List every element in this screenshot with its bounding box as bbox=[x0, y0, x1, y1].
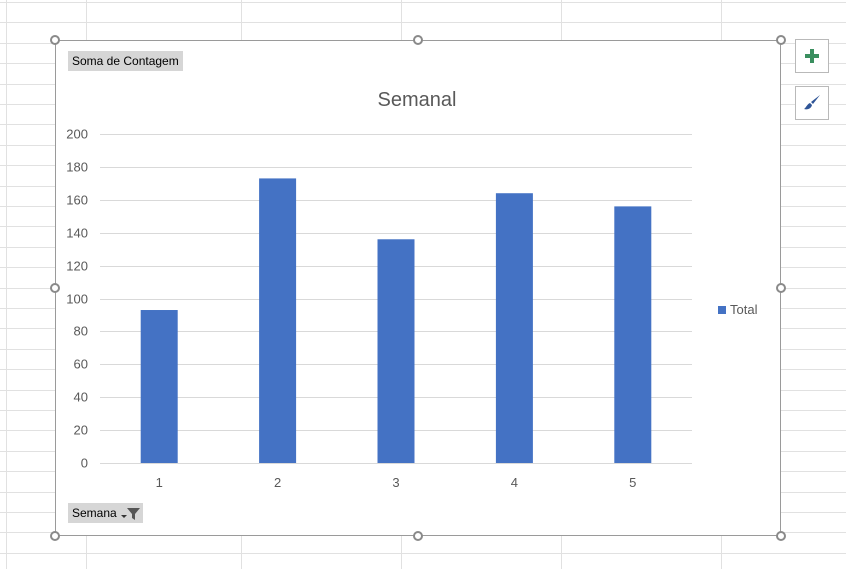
resize-handle-top[interactable] bbox=[413, 35, 423, 45]
y-tick-label: 60 bbox=[74, 357, 88, 372]
legend-swatch bbox=[718, 306, 726, 314]
y-tick-label: 100 bbox=[66, 292, 88, 307]
legend[interactable]: Total bbox=[718, 302, 758, 317]
bar-week-3[interactable] bbox=[377, 239, 415, 463]
x-tick-label: 2 bbox=[274, 475, 281, 490]
y-tick-label: 120 bbox=[66, 259, 88, 274]
resize-handle-bottom-left[interactable] bbox=[50, 531, 60, 541]
y-tick-label: 140 bbox=[66, 226, 88, 241]
bar-week-5[interactable] bbox=[614, 206, 652, 463]
filter-dropdown-icon[interactable] bbox=[117, 503, 143, 523]
resize-handle-bottom[interactable] bbox=[413, 531, 423, 541]
x-tick-label: 3 bbox=[392, 475, 399, 490]
axis-field-label: Semana bbox=[72, 506, 117, 520]
chart-plot: Semanal 0 20 40 60 80 100 120 140 160 180 200 1 2 3 4… bbox=[66, 89, 758, 490]
y-tick-label: 40 bbox=[74, 390, 88, 405]
x-tick-label: 4 bbox=[511, 475, 518, 490]
y-tick-label: 0 bbox=[81, 456, 88, 471]
y-tick-label: 20 bbox=[74, 423, 88, 438]
chart-area[interactable]: Semanal 0 20 40 60 80 100 120 140 160 180 200 1 2 3 4… bbox=[55, 40, 781, 536]
y-tick-label: 80 bbox=[74, 324, 88, 339]
chart-styles-button[interactable] bbox=[795, 86, 829, 120]
bar-week-1[interactable] bbox=[140, 310, 178, 463]
legend-label-total: Total bbox=[730, 302, 758, 317]
resize-handle-bottom-right[interactable] bbox=[776, 531, 786, 541]
y-tick-label: 200 bbox=[66, 127, 88, 142]
resize-handle-right[interactable] bbox=[776, 283, 786, 293]
bar-week-4[interactable] bbox=[495, 193, 533, 463]
axis-field-button[interactable]: Semana bbox=[68, 503, 143, 523]
y-tick-label: 180 bbox=[66, 160, 88, 175]
paintbrush-icon bbox=[804, 95, 820, 110]
chart-title[interactable]: Semanal bbox=[378, 89, 457, 111]
resize-handle-top-left[interactable] bbox=[50, 35, 60, 45]
resize-handle-left[interactable] bbox=[50, 283, 60, 293]
x-tick-label: 1 bbox=[156, 475, 163, 490]
plus-icon bbox=[805, 49, 819, 63]
chart-elements-button[interactable] bbox=[795, 39, 829, 73]
resize-handle-top-right[interactable] bbox=[776, 35, 786, 45]
value-field-button[interactable]: Soma de Contagem bbox=[68, 51, 183, 71]
bar-week-2[interactable] bbox=[259, 178, 297, 464]
y-tick-label: 160 bbox=[66, 193, 88, 208]
x-tick-label: 5 bbox=[629, 475, 636, 490]
